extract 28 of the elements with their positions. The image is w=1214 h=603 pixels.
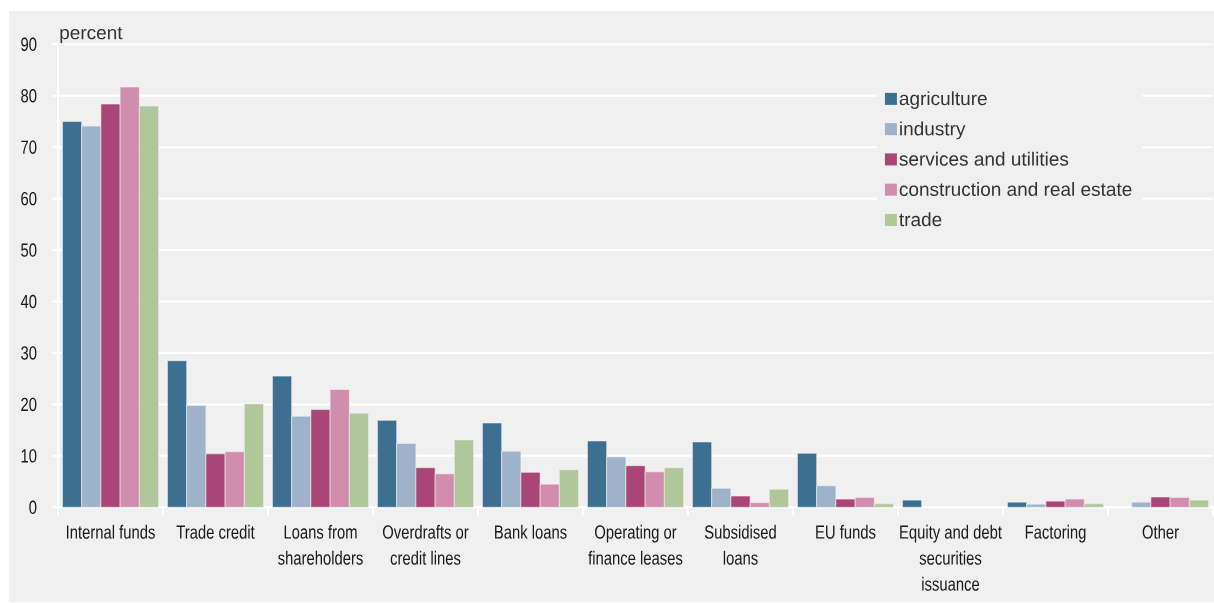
x-tick-label: Other [1142, 524, 1179, 539]
y-tick-label: 30 [21, 346, 37, 360]
y-tick-label: 80 [21, 89, 37, 103]
x-tick-label: Subsidised loans [704, 524, 776, 565]
legend-label: trade [899, 212, 942, 227]
y-tick-label: 50 [21, 243, 37, 257]
y-tick-label: 10 [21, 449, 37, 463]
x-tick-label: Trade credit [176, 524, 255, 539]
legend-label: industry [900, 121, 966, 140]
y-tick-label: 90 [21, 37, 37, 52]
y-axis-title: percent [60, 26, 123, 44]
x-tick-label: EU funds [816, 524, 876, 539]
x-tick-label: Loans from shareholders [278, 524, 363, 565]
y-tick-label: 70 [21, 140, 37, 154]
y-tick-label: 40 [20, 294, 37, 309]
x-tick-label: Operating or finance leases [588, 524, 683, 565]
bar [902, 499, 922, 508]
y-tick-label: 20 [21, 397, 37, 412]
legend-label: agriculture [899, 91, 987, 109]
y-tick-label: 0 [29, 500, 37, 515]
x-tick-label: Overdrafts or credit lines [382, 524, 469, 565]
x-tick-label: Bank loans [495, 524, 567, 539]
y-tick-label: 60 [21, 191, 37, 206]
x-tick-label: Internal funds [66, 524, 155, 539]
legend-label: services and utilities [899, 151, 1069, 166]
legend-label: construction and real estate [899, 182, 1132, 197]
x-tick-label: Factoring [1025, 524, 1086, 543]
x-tick-label: Equity and debt securities issuance [900, 524, 1002, 591]
